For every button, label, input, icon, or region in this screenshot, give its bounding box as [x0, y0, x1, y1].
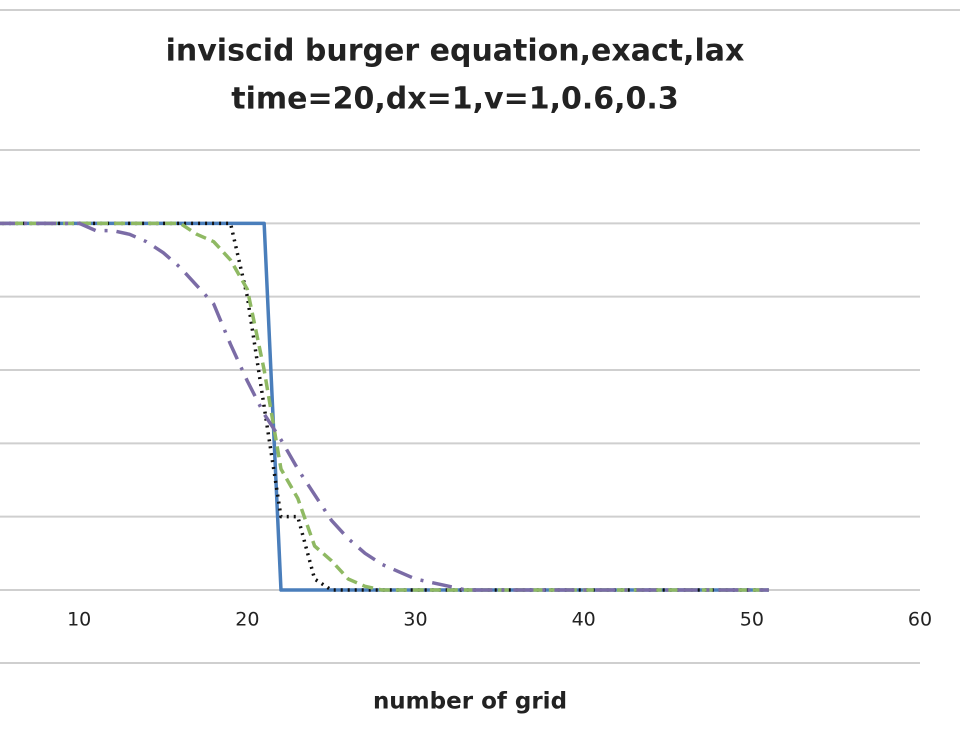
- x-tick-label: 20: [235, 609, 259, 631]
- plot-area: [0, 149, 920, 592]
- series-line: [0, 221, 769, 592]
- series-line: [0, 221, 769, 592]
- series-line: [0, 221, 769, 592]
- x-tick-label: 30: [403, 609, 427, 631]
- x-tick-label: 60: [908, 609, 932, 631]
- chart-subtitle: time=20,dx=1,v=1,0.6,0.3: [231, 82, 678, 117]
- x-tick-label: 10: [67, 609, 91, 631]
- x-axis-label: number of grid: [373, 689, 567, 715]
- x-tick-label: 40: [572, 609, 596, 631]
- chart-title: inviscid burger equation,exact,lax: [166, 34, 745, 69]
- x-tick-label: 50: [740, 609, 764, 631]
- series-line: [0, 221, 769, 592]
